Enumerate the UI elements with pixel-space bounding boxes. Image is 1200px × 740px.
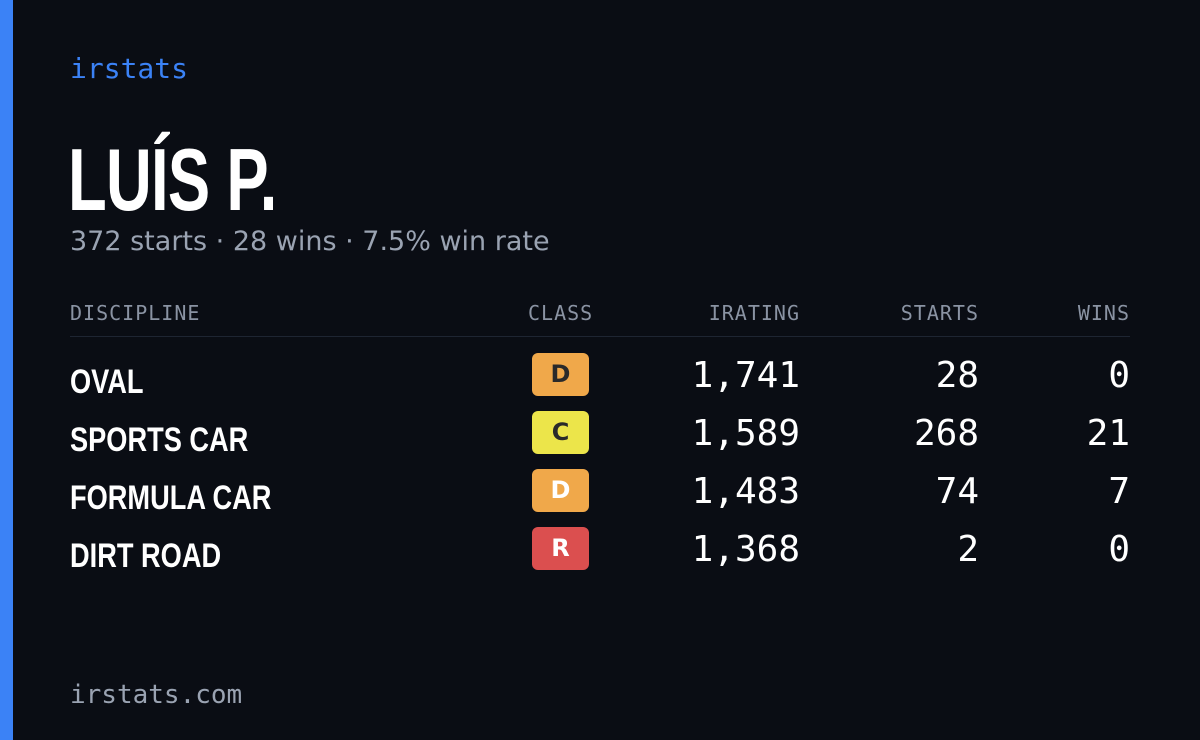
class-badge: D [532, 353, 589, 396]
table-body: OVAL D 1,741 28 0 SPORTS CAR C 1,589 268… [70, 337, 1130, 585]
table-row: DIRT ROAD R 1,368 2 0 [70, 527, 1130, 585]
starts-value: 28 [935, 355, 979, 396]
player-name: LUÍS P. [68, 130, 277, 229]
table-row: OVAL D 1,741 28 0 [70, 353, 1130, 411]
header-wins: WINS [1077, 301, 1130, 325]
brand-logo[interactable]: irstats [70, 52, 189, 85]
class-badge: R [532, 527, 589, 570]
table-header: DISCIPLINE CLASS IRATING STARTS WINS [70, 296, 1130, 337]
discipline-name: SPORTS CAR [70, 421, 249, 459]
starts-value: 2 [957, 529, 979, 570]
irating-value: 1,741 [691, 355, 800, 396]
discipline-name: OVAL [70, 363, 144, 401]
class-badge: D [532, 469, 589, 512]
class-badge: C [532, 411, 589, 454]
irating-value: 1,483 [691, 471, 800, 512]
table-row: SPORTS CAR C 1,589 268 21 [70, 411, 1130, 469]
wins-value: 0 [1108, 529, 1130, 570]
accent-bar [0, 0, 13, 740]
footer-url[interactable]: irstats.com [70, 680, 243, 710]
discipline-name: DIRT ROAD [70, 537, 222, 575]
irating-value: 1,368 [691, 529, 800, 570]
irating-value: 1,589 [691, 413, 800, 454]
discipline-table: DISCIPLINE CLASS IRATING STARTS WINS OVA… [70, 296, 1130, 585]
player-summary: 372 starts · 28 wins · 7.5% win rate [70, 226, 550, 257]
discipline-name: FORMULA CAR [70, 479, 272, 517]
header-irating: IRATING [708, 301, 800, 325]
table-row: FORMULA CAR D 1,483 74 7 [70, 469, 1130, 527]
wins-value: 21 [1086, 413, 1130, 454]
wins-value: 7 [1108, 471, 1130, 512]
header-class: CLASS [528, 301, 594, 325]
header-starts: STARTS [900, 301, 979, 325]
wins-value: 0 [1108, 355, 1130, 396]
header-discipline: DISCIPLINE [70, 301, 201, 325]
starts-value: 74 [935, 471, 979, 512]
starts-value: 268 [913, 413, 979, 454]
